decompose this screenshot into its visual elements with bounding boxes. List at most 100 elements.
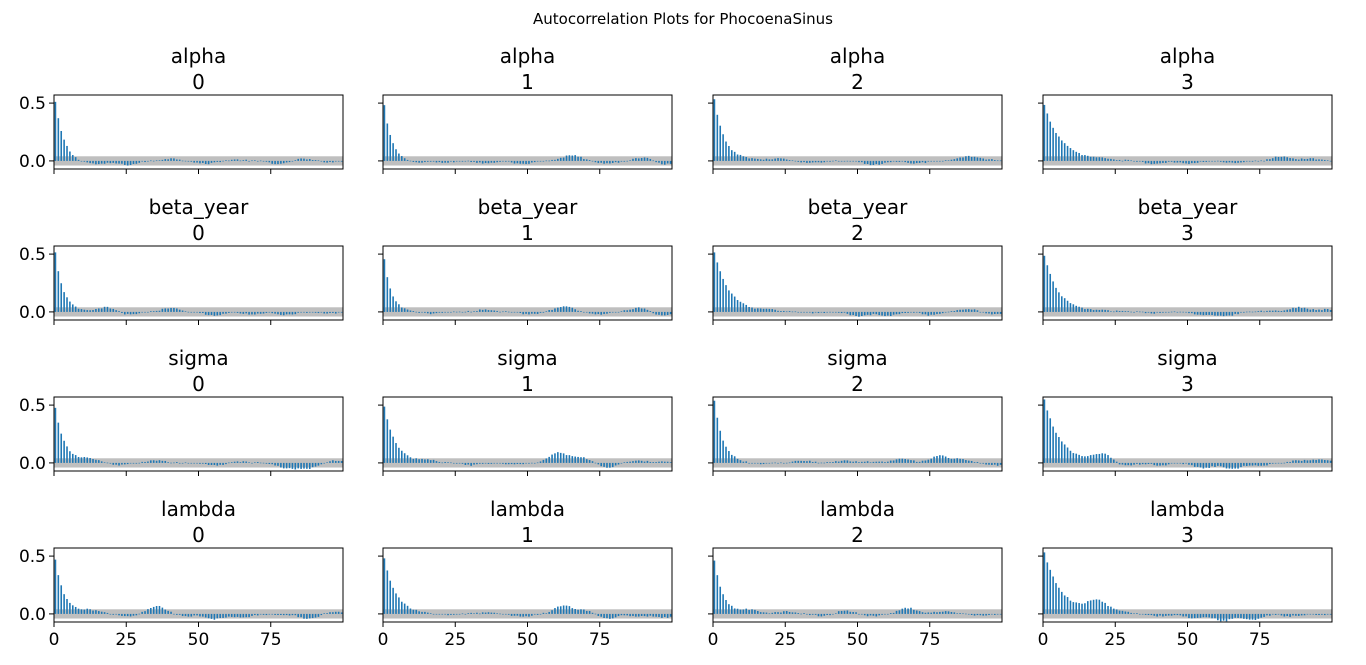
acf-bar bbox=[606, 311, 608, 314]
acf-bar bbox=[403, 453, 406, 463]
acf-bar bbox=[1269, 310, 1271, 312]
acf-bar bbox=[1127, 311, 1130, 312]
acf-bar bbox=[800, 311, 802, 313]
acf-bar bbox=[89, 458, 91, 463]
acf-bar bbox=[516, 613, 519, 616]
acf-bar bbox=[915, 160, 918, 164]
acf-bar bbox=[716, 575, 719, 614]
acf-bar bbox=[970, 156, 973, 161]
acf-bar bbox=[239, 613, 242, 618]
acf-bar bbox=[583, 159, 585, 161]
acf-bar bbox=[597, 160, 600, 164]
acf-bar bbox=[655, 613, 657, 617]
acf-bar bbox=[484, 612, 487, 614]
acf-bar bbox=[832, 613, 834, 615]
acf-bar bbox=[1257, 160, 1260, 162]
acf-bar bbox=[176, 159, 178, 161]
acf-bar bbox=[1176, 160, 1179, 163]
acf-bar bbox=[829, 311, 831, 313]
acf-bar bbox=[754, 308, 756, 312]
acf-bar bbox=[1130, 160, 1132, 162]
acf-bar bbox=[1228, 613, 1231, 620]
acf-bar bbox=[745, 608, 748, 614]
acf-bar bbox=[939, 455, 941, 463]
acf-bar bbox=[167, 610, 169, 614]
acf-bar bbox=[863, 461, 866, 463]
acf-bar bbox=[496, 613, 498, 614]
acf-bar bbox=[1072, 453, 1075, 463]
acf-bar bbox=[144, 611, 146, 614]
acf-bar bbox=[291, 311, 294, 315]
acf-bar bbox=[320, 311, 323, 313]
acf-bar bbox=[1245, 160, 1248, 162]
x-tick-label: 0 bbox=[708, 630, 719, 650]
acf-bar bbox=[196, 311, 198, 313]
acf-bar bbox=[806, 461, 808, 463]
acf-bar bbox=[329, 160, 331, 163]
acf-bar bbox=[1297, 460, 1300, 463]
panel-title-variable: sigma bbox=[168, 346, 228, 370]
acf-bar bbox=[418, 459, 420, 463]
acf-bar bbox=[580, 156, 582, 161]
acf-bar bbox=[311, 613, 314, 619]
acf-bar bbox=[771, 309, 774, 312]
acf-bar bbox=[329, 311, 331, 314]
acf-bar bbox=[398, 304, 400, 312]
acf-bar bbox=[288, 160, 291, 163]
acf-bar bbox=[606, 160, 608, 164]
acf-bar bbox=[100, 160, 103, 164]
acf-bar bbox=[251, 160, 253, 162]
acf-bar bbox=[135, 613, 138, 616]
acf-bar bbox=[69, 151, 71, 161]
acf-bar bbox=[944, 456, 947, 463]
acf-bar bbox=[817, 462, 820, 464]
acf-bar bbox=[849, 461, 852, 463]
acf-bar bbox=[927, 459, 930, 463]
acf-bar bbox=[103, 612, 106, 614]
acf-bar bbox=[725, 600, 727, 614]
acf-bar bbox=[1228, 311, 1231, 316]
acf-bar bbox=[100, 308, 103, 312]
acf-bar bbox=[432, 613, 435, 615]
acf-bar bbox=[739, 154, 742, 161]
panel-title-chain: 2 bbox=[851, 372, 864, 396]
acf-bar bbox=[1188, 613, 1190, 619]
acf-bar bbox=[620, 462, 623, 464]
acf-bar bbox=[745, 461, 748, 463]
acf-bar bbox=[594, 613, 597, 615]
acf-bar bbox=[271, 160, 273, 164]
acf-bar bbox=[635, 613, 637, 617]
acf-bar bbox=[1107, 158, 1109, 161]
acf-bar bbox=[933, 311, 935, 315]
acf-bar bbox=[1217, 613, 1219, 621]
acf-bar bbox=[308, 613, 311, 619]
acf-bar bbox=[178, 309, 181, 312]
acf-bar bbox=[332, 612, 334, 614]
acf-bar bbox=[158, 605, 161, 614]
acf-bar bbox=[453, 311, 455, 313]
acf-bar bbox=[1170, 311, 1173, 313]
acf-bar bbox=[1292, 460, 1294, 463]
acf-bar bbox=[762, 159, 765, 161]
acf-bar bbox=[222, 613, 224, 618]
acf-bar bbox=[557, 307, 559, 312]
acf-bar bbox=[57, 271, 60, 312]
acf-bar bbox=[623, 613, 626, 616]
acf-bar bbox=[285, 311, 288, 315]
acf-bar bbox=[531, 311, 533, 314]
panel-title-chain: 3 bbox=[1181, 70, 1194, 94]
acf-bar bbox=[441, 160, 444, 163]
acf-bar bbox=[531, 613, 533, 616]
acf-bar bbox=[323, 160, 326, 163]
acf-bar bbox=[1167, 311, 1170, 313]
acf-bar bbox=[95, 459, 97, 463]
acf-bar bbox=[484, 462, 487, 464]
acf-bar bbox=[300, 613, 302, 618]
acf-bar bbox=[623, 160, 626, 162]
acf-bar bbox=[1231, 311, 1234, 316]
acf-bar bbox=[1222, 462, 1225, 468]
acf-bar bbox=[1309, 613, 1312, 615]
acf-bar bbox=[1133, 311, 1135, 313]
acf-bar bbox=[1274, 462, 1277, 464]
acf-bar bbox=[629, 160, 631, 161]
